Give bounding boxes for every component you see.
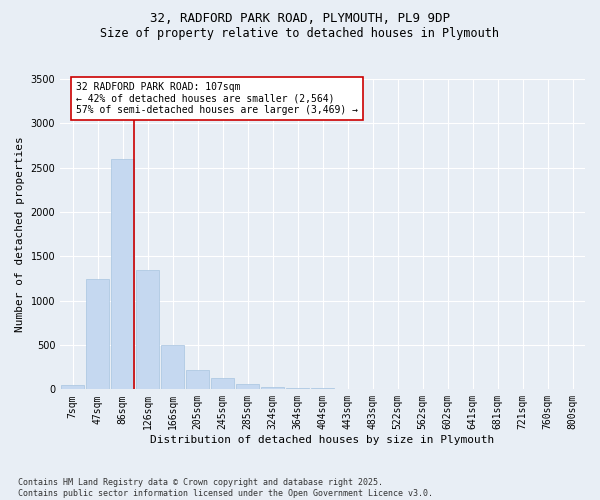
Y-axis label: Number of detached properties: Number of detached properties (15, 136, 25, 332)
Text: 32, RADFORD PARK ROAD, PLYMOUTH, PL9 9DP: 32, RADFORD PARK ROAD, PLYMOUTH, PL9 9DP (150, 12, 450, 26)
Bar (86, 280, 109, 390)
Bar (311, 388, 334, 390)
Bar (286, 388, 309, 390)
Bar (187, 370, 209, 390)
Text: Contains HM Land Registry data © Crown copyright and database right 2025.
Contai: Contains HM Land Registry data © Crown c… (18, 478, 433, 498)
Bar (262, 386, 284, 390)
X-axis label: Distribution of detached houses by size in Plymouth: Distribution of detached houses by size … (151, 435, 495, 445)
Bar (161, 345, 184, 390)
Text: 32 RADFORD PARK ROAD: 107sqm
← 42% of detached houses are smaller (2,564)
57% of: 32 RADFORD PARK ROAD: 107sqm ← 42% of de… (76, 82, 358, 115)
Bar (112, 159, 134, 390)
Bar (211, 378, 234, 390)
Bar (236, 384, 259, 390)
Text: Size of property relative to detached houses in Plymouth: Size of property relative to detached ho… (101, 28, 499, 40)
Bar (136, 270, 159, 390)
Bar (61, 385, 84, 390)
